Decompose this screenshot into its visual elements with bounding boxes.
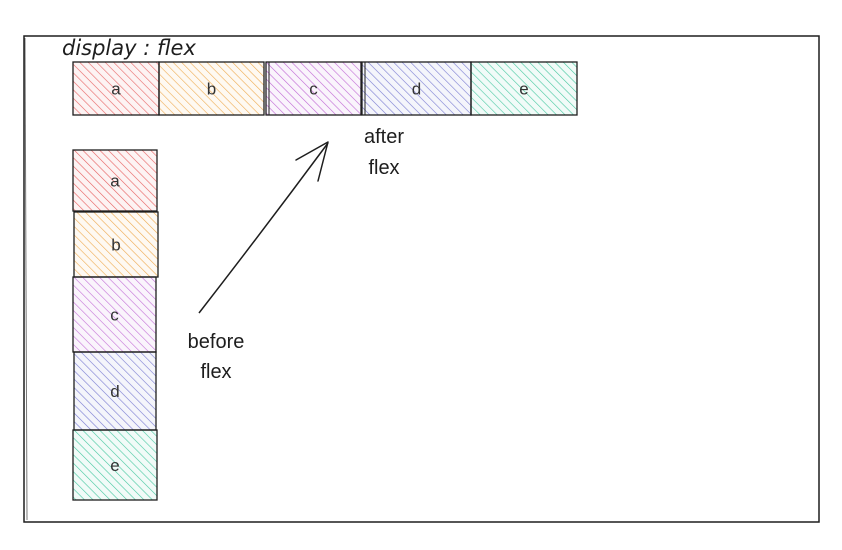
row-box-c-hatch bbox=[266, 62, 361, 115]
frame-border bbox=[23, 35, 820, 523]
column-box-a-label: a bbox=[110, 172, 120, 191]
column-box-a-border bbox=[72, 149, 158, 212]
row-box-b-label: b bbox=[207, 80, 216, 99]
column-box-c: c bbox=[72, 276, 157, 353]
column-box-b-label: b bbox=[111, 236, 120, 255]
row-box-a-label: a bbox=[111, 80, 121, 99]
column-box-b-hatch bbox=[74, 212, 158, 277]
row-box-d: d bbox=[361, 61, 472, 116]
column-box-e: e bbox=[72, 429, 158, 501]
column-box-e-label: e bbox=[110, 456, 119, 475]
row-box-c-border bbox=[265, 61, 362, 116]
arrow-shaft bbox=[198, 142, 329, 314]
after-note-line-1: after bbox=[364, 126, 404, 148]
frame-sketch-line bbox=[24, 37, 28, 521]
row-box-b-hatch bbox=[159, 62, 264, 115]
before-note-line-2: flex bbox=[200, 361, 231, 383]
column-box-c-label: c bbox=[110, 306, 119, 325]
row-box-a: a bbox=[72, 61, 160, 116]
column-box-d: d bbox=[73, 351, 157, 431]
row-box-e-border bbox=[470, 61, 578, 116]
row-box-c: c bbox=[265, 61, 362, 116]
column-box-e-border bbox=[72, 429, 158, 501]
row-box-b-border bbox=[158, 61, 265, 116]
transition-arrow bbox=[198, 141, 329, 314]
flex-row: a b c d e bbox=[72, 61, 578, 116]
after-note-line-2: flex bbox=[368, 157, 399, 179]
block-column: a b c d e bbox=[72, 149, 159, 501]
column-box-c-hatch bbox=[73, 277, 156, 352]
column-box-a: a bbox=[72, 149, 158, 212]
column-box-e-hatch bbox=[73, 430, 157, 500]
row-box-d-hatch bbox=[362, 62, 471, 115]
before-note-line-1: before bbox=[188, 331, 245, 353]
row-box-e-hatch bbox=[471, 62, 577, 115]
column-box-d-hatch bbox=[74, 352, 156, 430]
diagram-title: display : flex bbox=[62, 36, 196, 60]
row-box-b: b bbox=[158, 61, 265, 116]
row-box-e: e bbox=[470, 61, 578, 116]
column-box-d-label: d bbox=[110, 382, 119, 401]
row-box-c-label: c bbox=[309, 80, 318, 99]
row-box-a-hatch bbox=[73, 62, 159, 115]
row-box-e-label: e bbox=[519, 80, 528, 99]
arrow-head bbox=[295, 141, 329, 182]
column-box-b: b bbox=[73, 211, 159, 278]
column-box-a-hatch bbox=[73, 150, 157, 211]
row-box-d-label: d bbox=[412, 80, 421, 99]
